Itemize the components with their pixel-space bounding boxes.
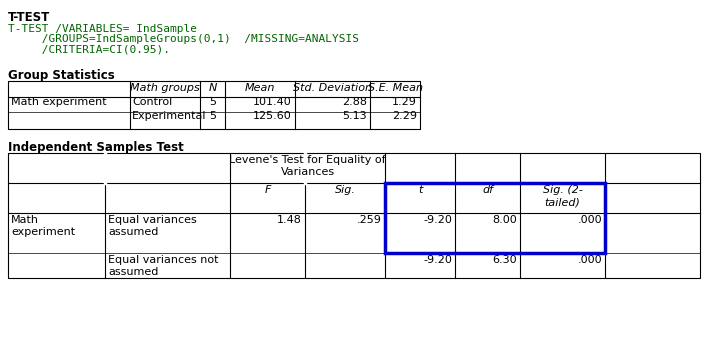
Text: 125.60: 125.60 [253, 111, 292, 121]
Text: 8.00: 8.00 [492, 215, 517, 225]
Text: Levene's Test for Equality of
Variances: Levene's Test for Equality of Variances [229, 155, 386, 177]
Text: Sig. (2-
tailed): Sig. (2- tailed) [542, 185, 582, 207]
Text: Std. Deviation: Std. Deviation [293, 83, 372, 93]
Text: /CRITERIA=CI(0.95).: /CRITERIA=CI(0.95). [8, 44, 170, 54]
Text: 2.29: 2.29 [392, 111, 417, 121]
Text: .000: .000 [577, 255, 602, 265]
Text: /GROUPS=IndSampleGroups(0,1)  /MISSING=ANALYSIS: /GROUPS=IndSampleGroups(0,1) /MISSING=AN… [8, 34, 359, 44]
Text: F: F [264, 185, 271, 195]
Text: S.E. Mean: S.E. Mean [367, 83, 423, 93]
Text: Sig.: Sig. [335, 185, 355, 195]
Text: Math
experiment: Math experiment [11, 215, 75, 237]
Text: Equal variances
assumed: Equal variances assumed [108, 215, 197, 237]
Text: 1.29: 1.29 [392, 97, 417, 107]
Text: Experimental: Experimental [132, 111, 206, 121]
Bar [385, 183, 605, 253]
Text: Equal variances not
assumed: Equal variances not assumed [108, 255, 218, 277]
Text: df: df [482, 185, 493, 195]
Text: Math groups: Math groups [130, 83, 200, 93]
Text: Math experiment: Math experiment [11, 97, 106, 107]
Text: -9.20: -9.20 [423, 215, 452, 225]
Text: 2.88: 2.88 [342, 97, 367, 107]
Text: -9.20: -9.20 [423, 255, 452, 265]
Text: Group Statistics: Group Statistics [8, 69, 115, 82]
Text: 5: 5 [209, 97, 216, 107]
Text: 6.30: 6.30 [492, 255, 517, 265]
Bar [8, 81, 420, 129]
Text: N: N [208, 83, 217, 93]
Text: 1.48: 1.48 [277, 215, 302, 225]
Text: 5.13: 5.13 [342, 111, 367, 121]
Text: .259: .259 [357, 215, 382, 225]
Text: .000: .000 [577, 215, 602, 225]
Text: Control: Control [132, 97, 172, 107]
Text: t: t [418, 185, 422, 195]
Text: T-TEST: T-TEST [8, 11, 50, 24]
Text: 101.40: 101.40 [253, 97, 292, 107]
Text: Independent Samples Test: Independent Samples Test [8, 141, 184, 154]
Text: Mean: Mean [245, 83, 275, 93]
Text: 5: 5 [209, 111, 216, 121]
Bar [8, 153, 700, 278]
Text: T-TEST /VARIABLES= IndSample: T-TEST /VARIABLES= IndSample [8, 24, 197, 34]
